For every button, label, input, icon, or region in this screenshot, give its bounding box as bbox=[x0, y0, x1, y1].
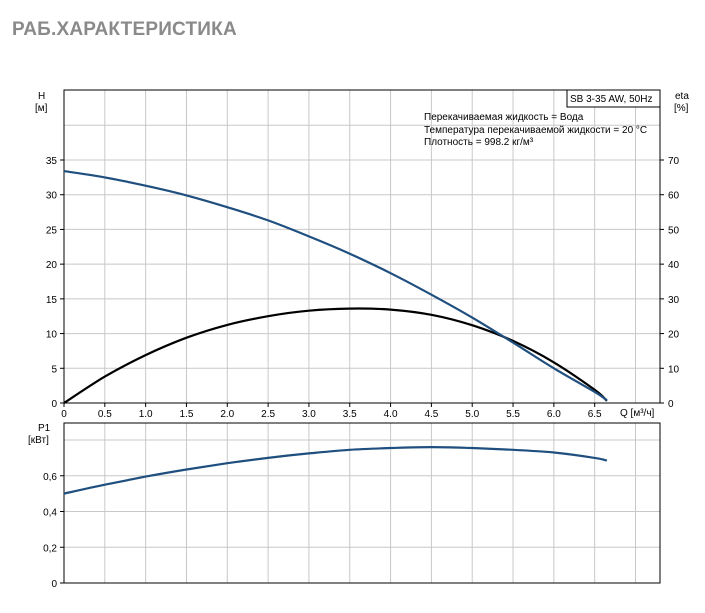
y-right-tick-label: 30 bbox=[668, 295, 680, 306]
efficiency-curve bbox=[63, 307, 608, 404]
bottom-panel-grid bbox=[63, 423, 660, 584]
y-right-tick-label: 40 bbox=[668, 260, 680, 271]
x-tick-label: 1.0 bbox=[139, 409, 153, 420]
bottom-panel-frame bbox=[63, 422, 661, 584]
x-tick-label: 2.0 bbox=[220, 409, 234, 420]
power-axis-unit: [кВт] bbox=[28, 435, 49, 446]
x-tick-label: 3.5 bbox=[343, 409, 357, 420]
curves bbox=[63, 170, 608, 495]
y-left-tick-label: 5 bbox=[51, 364, 57, 375]
x-tick-label: 4.0 bbox=[384, 409, 398, 420]
y-left-tick-label: 0 bbox=[51, 399, 57, 410]
y-left-tick-label: 25 bbox=[46, 225, 58, 236]
y-right-tick-label: 10 bbox=[668, 364, 680, 375]
bottom-panel-ticks: 0 0,2 0,4 0,6 bbox=[43, 472, 64, 590]
y-right-tick-label: 70 bbox=[668, 156, 680, 167]
info-line-fluid: Перекачиваемая жидкость = Вода bbox=[424, 112, 584, 123]
y-right-tick-label: 60 bbox=[668, 191, 680, 202]
x-tick-label: 0 bbox=[61, 409, 67, 420]
info-line-temperature: Температура перекачиваемой жидкости = 20… bbox=[424, 125, 647, 136]
info-line-density: Плотность = 998.2 кг/м³ bbox=[424, 137, 534, 148]
y-left-tick-label: 35 bbox=[46, 156, 58, 167]
power-axis-label: P1 bbox=[38, 423, 51, 434]
y-right-axis-label: eta bbox=[675, 91, 689, 102]
x-tick-label: 6.0 bbox=[547, 409, 561, 420]
y-right-tick-label: 0 bbox=[668, 399, 674, 410]
x-axis-label: Q [м³/ч] bbox=[620, 408, 655, 419]
head-curve bbox=[63, 170, 608, 402]
x-tick-label: 5.0 bbox=[465, 409, 479, 420]
model-label: SB 3-35 AW, 50Hz bbox=[570, 94, 652, 105]
y-right-axis-unit: [%] bbox=[674, 103, 689, 114]
y-left-tick-label: 30 bbox=[46, 191, 58, 202]
y-left-tick-label: 15 bbox=[46, 295, 58, 306]
power-tick-label: 0,6 bbox=[43, 472, 57, 483]
y-left-tick-label: 20 bbox=[46, 260, 58, 271]
power-curve bbox=[63, 445, 608, 495]
x-tick-label: 5.5 bbox=[506, 409, 520, 420]
x-tick-label: 2.5 bbox=[261, 409, 275, 420]
y-left-tick-label: 10 bbox=[46, 330, 58, 341]
y-right-tick-label: 50 bbox=[668, 225, 680, 236]
x-tick-label: 4.5 bbox=[424, 409, 438, 420]
model-label-box bbox=[566, 89, 661, 108]
power-tick-label: 0,4 bbox=[43, 508, 57, 519]
x-tick-label: 3.0 bbox=[302, 409, 316, 420]
top-panel-ticks: 0 0.5 1.0 1.5 2.0 2.5 3.0 3.5 4.0 4.5 5.0 5.5 6.0 6.5… bbox=[46, 156, 680, 420]
y-right-tick-label: 20 bbox=[668, 330, 680, 341]
page-title: РАБ.ХАРАКТЕРИСТИКА bbox=[12, 19, 237, 40]
x-tick-label: 1.5 bbox=[180, 409, 194, 420]
x-tick-label: 0.5 bbox=[98, 409, 112, 420]
y-left-axis-unit: [м] bbox=[35, 103, 48, 114]
power-tick-label: 0 bbox=[51, 579, 57, 590]
top-panel-frame bbox=[63, 89, 661, 404]
x-tick-label: 6.5 bbox=[588, 409, 602, 420]
y-left-axis-label: H bbox=[38, 91, 45, 102]
power-tick-label: 0,2 bbox=[43, 543, 57, 554]
top-panel-grid bbox=[63, 90, 660, 404]
